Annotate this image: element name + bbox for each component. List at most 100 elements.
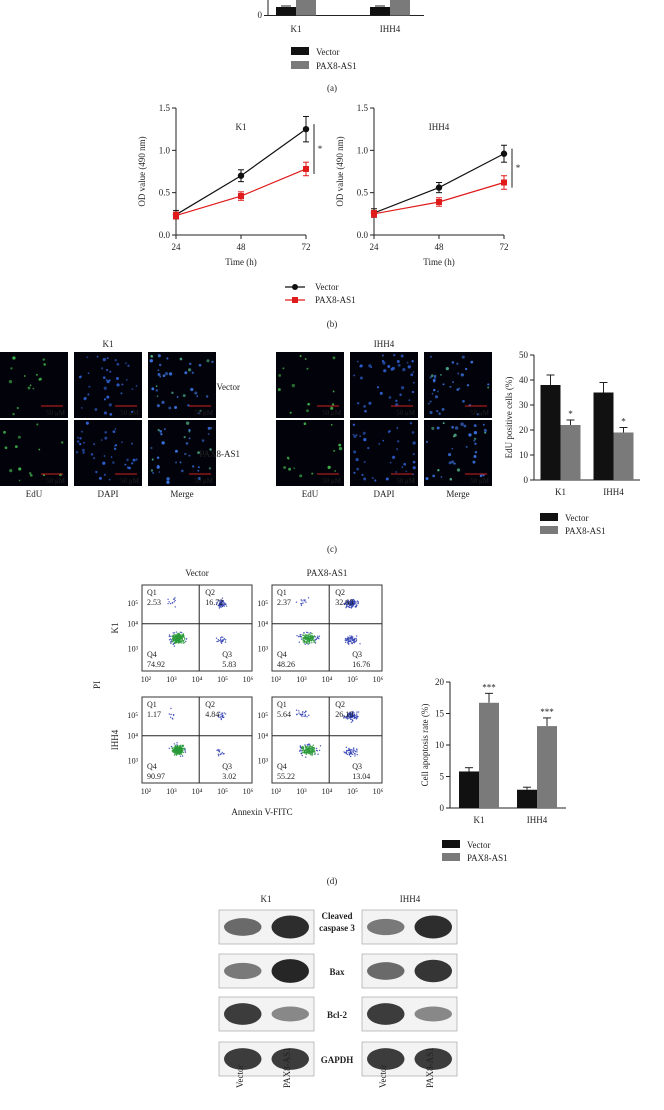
flow-plot-2-event (315, 638, 318, 641)
flow-plot-3-event (172, 718, 174, 720)
flow-plot-2-event (350, 607, 353, 609)
flow-plot-4-event (305, 746, 307, 749)
bar-chart-apoptosis-bar-k1-pax8 (479, 702, 499, 808)
flow-plot-2-event (311, 638, 314, 641)
micrograph-ihh4-pax8-as1-edu-cell (283, 466, 287, 470)
flow-plot-1-event (223, 638, 225, 640)
line-chart-1-x-axis-label: Time (h) (225, 257, 256, 267)
bar-chart-edu-y-tick-label: 50 (519, 350, 529, 360)
flow-plot-1-event (179, 635, 181, 637)
micrograph-k1-pax8-as1-merge-cell (197, 469, 200, 472)
micrograph-ihh4-vector-dapi-cell (411, 390, 415, 394)
micrograph-ihh4-pax8-as1-merge-cell (452, 435, 455, 438)
flow-plot-4-event (356, 711, 358, 713)
flow-plot-1-event (182, 633, 184, 636)
flow-plot-2-event (346, 600, 349, 602)
micrograph-ihh4-pax8-as1-merge-cell (474, 451, 478, 454)
flow-plot-4-event (299, 746, 302, 749)
flow-plot-3-event (179, 749, 181, 752)
flow-plot-3-event (174, 748, 177, 750)
micrograph-k1-pax8-as1-merge-cell (188, 437, 191, 440)
flow-plot-2-event (317, 635, 319, 637)
flow-plot-2-event (357, 602, 359, 605)
flow-plot-4-event (314, 751, 316, 753)
micrograph-k1-vector-edu-cell (32, 387, 35, 390)
micrograph-ihh4-vector-dapi-cell (357, 402, 360, 405)
micrograph-ihh4-vector-dapi-cell (376, 386, 380, 389)
micrograph-k1-vector-merge-cell (196, 395, 199, 398)
micrograph-k1-pax8-as1-merge-cell (160, 432, 163, 436)
flow-plot-4-event (315, 747, 318, 750)
flow-plot-3-event (219, 753, 222, 755)
flow-plot-1-event (220, 639, 222, 642)
bar-chart-edu-y-tick-label: 20 (519, 425, 529, 435)
flow-plot-3-q4-name: Q4 (147, 762, 157, 771)
flow-plot-1-event (173, 642, 175, 645)
micrograph-ihh4-pax8-as1-edu-cell (333, 449, 336, 453)
bar-chart-apoptosis-y-tick-label: 5 (440, 772, 445, 782)
flow-plot-1-event (168, 634, 171, 636)
micrograph-k1-pax8-as1-dapi-cell (85, 421, 89, 425)
flow-plot-1 (141, 584, 253, 672)
micrograph-ihh4-vector-merge-cell (430, 374, 434, 378)
micrograph-ihh4-pax8-as1-merge-cell (455, 426, 459, 430)
flow-plot-1-event (173, 632, 176, 634)
flow-plot-1-event (217, 640, 219, 643)
micrograph-ihh4-pax8-as1-merge-cell (437, 468, 440, 472)
micrograph-ihh4-vector-merge-cell (429, 400, 432, 403)
micrograph-k1-pax8-as1-dapi-cell (124, 463, 127, 466)
flow-plot-4-event (350, 713, 353, 715)
flow-plot-1-q2-value: 16.72 (205, 598, 223, 607)
flow-plot-3-event (224, 713, 227, 715)
micrograph-k1-vector-merge-cell (198, 363, 202, 367)
micrograph-ihh4-vector-dapi-cell (359, 364, 363, 368)
flow-plot-1-event (221, 597, 224, 599)
western-blot-k1-gapdh-band (224, 1048, 262, 1070)
flow-plot-3-event (182, 751, 185, 754)
flow-plot-4-event (298, 712, 300, 714)
line-chart-2-y-tick-label: 1.5 (357, 103, 369, 113)
micrograph-k1-vector-dapi-cell (108, 403, 112, 407)
micrograph-ihh4-pax8-as1-dapi-cell (356, 467, 360, 471)
micrograph-ihh4-vector-dapi-cell (396, 360, 400, 364)
flow-plot-1-event (170, 635, 172, 638)
flow-plot-2-event (355, 601, 357, 603)
flow-plot-2-x-tick-label: 10⁴ (322, 675, 333, 684)
micrograph-ihh4-pax8-as1-merge-cell (484, 431, 487, 434)
flow-plot-1-event (181, 636, 183, 639)
flow-plot-4-event (346, 716, 348, 718)
blot-label-cleaved-caspase-3-line1: Cleaved (322, 911, 353, 921)
micrograph-ihh4-vector-merge-cell (429, 410, 433, 414)
line-chart-1-point-vector (237, 172, 245, 179)
micrograph-ihh4-vector-edu (276, 352, 344, 418)
flow-plot-2-event (303, 600, 305, 602)
micrograph-ihh4-pax8-as1-merge-cell (451, 425, 454, 429)
flow-plot-1-event (170, 641, 172, 643)
flow-plot-1-event (178, 636, 181, 638)
flow-plot-2-event (309, 635, 312, 637)
bar-chart-apoptosis-bar-ihh4-pax8 (537, 726, 557, 808)
flow-plot-1-event (174, 599, 176, 602)
micrograph-k1-pax8-as1-dapi-cell (113, 447, 117, 451)
micrograph-k1-vector-merge-cell (157, 369, 160, 372)
micrograph-k1-vector-dapi-cell (127, 364, 130, 367)
panel-b-label: (b) (327, 319, 338, 329)
flow-plot-2-event (351, 605, 353, 607)
micrograph-ihh4-vector-dapi-cell (402, 367, 406, 372)
flow-plot-3-event (173, 754, 176, 756)
micrograph-ihh4-vector-edu-cell (330, 406, 334, 410)
micrograph-k1-pax8-as1-merge-cell (188, 430, 191, 433)
flow-plot-4-event (343, 715, 345, 717)
flow-plot-1-event (220, 642, 223, 645)
flow-plot-4-event (353, 712, 355, 714)
flow-plot-3-x-tick-label: 10⁵ (217, 787, 228, 796)
micrograph-ihh4-pax8-as1-dapi-cell (412, 460, 416, 464)
flow-plot-4-event (305, 753, 307, 755)
flow-plot-1-event (178, 642, 180, 644)
flow-plot-4-event (350, 721, 353, 723)
flow-plot-3-event (176, 742, 178, 744)
flow-plot-2-event (346, 603, 349, 605)
micrograph-ihh4-pax8-as1-edu-scale-label: 50 μM (322, 477, 342, 485)
legend-b-vector-marker (292, 284, 298, 290)
